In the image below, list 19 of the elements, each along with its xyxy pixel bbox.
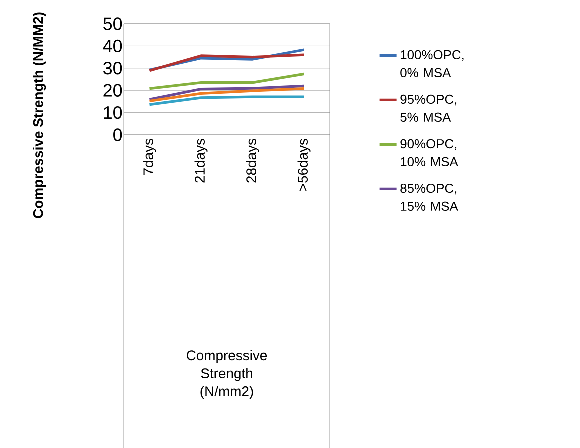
legend-label: 100%OPC, 0% MSA (400, 50, 464, 78)
y-tick-label: 0 (114, 128, 122, 142)
line-series (148, 84, 306, 102)
legend-label: 85%OPC, 15% MSA (400, 184, 458, 212)
y-tick-label: 10 (104, 106, 122, 120)
text: Compressive Strength (N/mm2) (187, 350, 268, 400)
x-tick-label: 21days (194, 139, 208, 183)
legend-label: 90%OPC, 10% MSA (400, 139, 458, 167)
y-tick-label: 40 (103, 40, 122, 53)
line-series (148, 54, 306, 72)
y-tick-label: 20 (104, 84, 122, 97)
line-series (148, 88, 306, 103)
y-tick-label: 50 (104, 18, 122, 30)
x-tick-label: 28days (246, 139, 260, 183)
legend-label: 95%OPC, 5% MSA (400, 94, 457, 122)
y-axis-title: Compressive Strength (N/MM2) (33, 12, 46, 218)
x-tick-label: >56days (298, 139, 311, 191)
y-tick-label: 30 (104, 62, 122, 75)
x-tick-label: 7days (143, 139, 156, 176)
